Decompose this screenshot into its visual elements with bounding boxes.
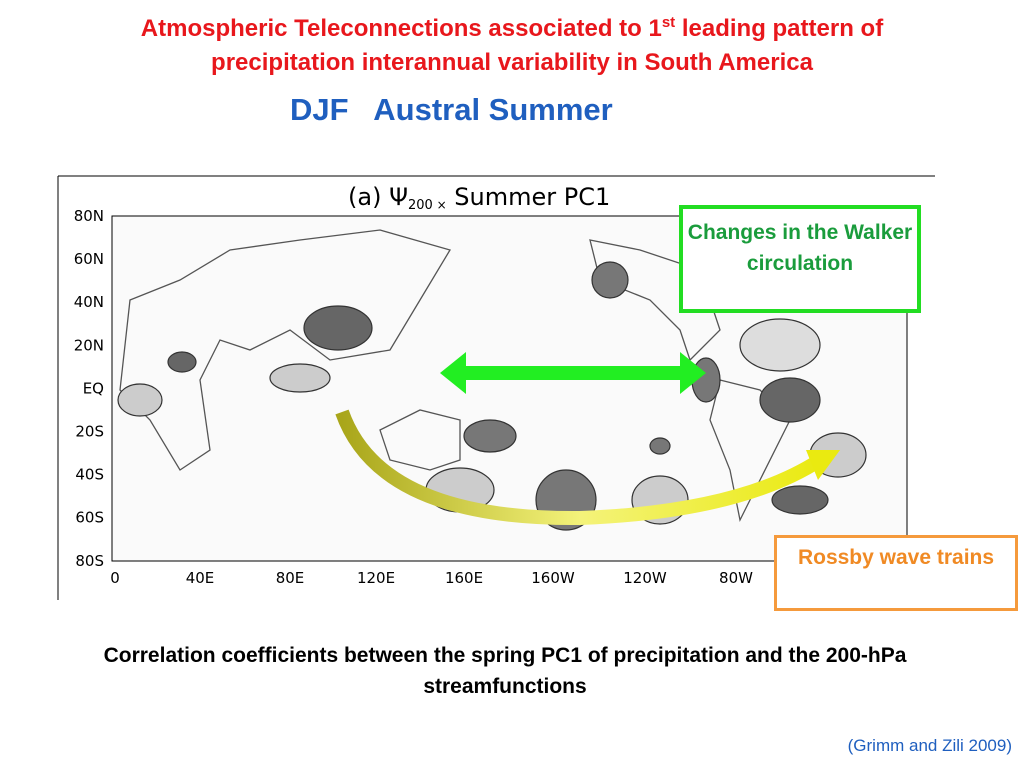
figure-title-symbol: ×	[433, 198, 447, 212]
walker-callout: Changes in the Walker circulation	[679, 205, 921, 313]
rossby-arrow	[335, 409, 824, 526]
lat-label: 80S	[75, 552, 104, 570]
axis-labels: 80N 60N 40N 20N EQ 20S 40S 60S 80S 0 40E 80E 120E 160…	[74, 207, 753, 587]
lat-label: EQ	[83, 379, 104, 397]
lon-label: 80W	[719, 569, 753, 587]
citation: (Grimm and Zili 2009)	[847, 736, 1012, 755]
lon-label: 160E	[445, 569, 483, 587]
slide-title: Atmospheric Teleconnections associated t…	[0, 6, 1024, 80]
lon-label: 40E	[186, 569, 215, 587]
lat-label: 40S	[75, 466, 104, 484]
lat-label: 40N	[74, 293, 104, 311]
figure-title: (a) Ψ200 × Summer PC1	[348, 183, 610, 213]
title-superscript: st	[661, 14, 676, 31]
lat-label: 60S	[75, 509, 104, 527]
title-text: precipitation interannual variability in…	[211, 49, 813, 76]
title-text: leading pattern of	[675, 15, 884, 42]
lat-label: 20S	[75, 423, 104, 441]
title-text: Atmospheric Teleconnections associated t…	[140, 15, 662, 42]
figure-title-text: (a) Ψ	[348, 183, 408, 211]
rossby-arrowhead	[806, 450, 840, 480]
rossby-callout: Rossby wave trains	[774, 535, 1018, 611]
subtitle: DJF Austral Summer	[290, 92, 613, 127]
caption: Correlation coefficients between the spr…	[103, 644, 907, 698]
lon-label: 80E	[276, 569, 305, 587]
lon-label: 120W	[623, 569, 667, 587]
lon-label: 160W	[531, 569, 575, 587]
lat-label: 20N	[74, 336, 104, 354]
figure-title-text: Summer PC1	[447, 183, 611, 211]
lat-label: 60N	[74, 250, 104, 268]
lon-label: 0	[110, 569, 120, 587]
walker-arrow	[440, 352, 706, 394]
figure-title-subscript: 200	[408, 198, 433, 213]
lon-label: 120E	[357, 569, 395, 587]
lat-label: 80N	[74, 207, 104, 225]
